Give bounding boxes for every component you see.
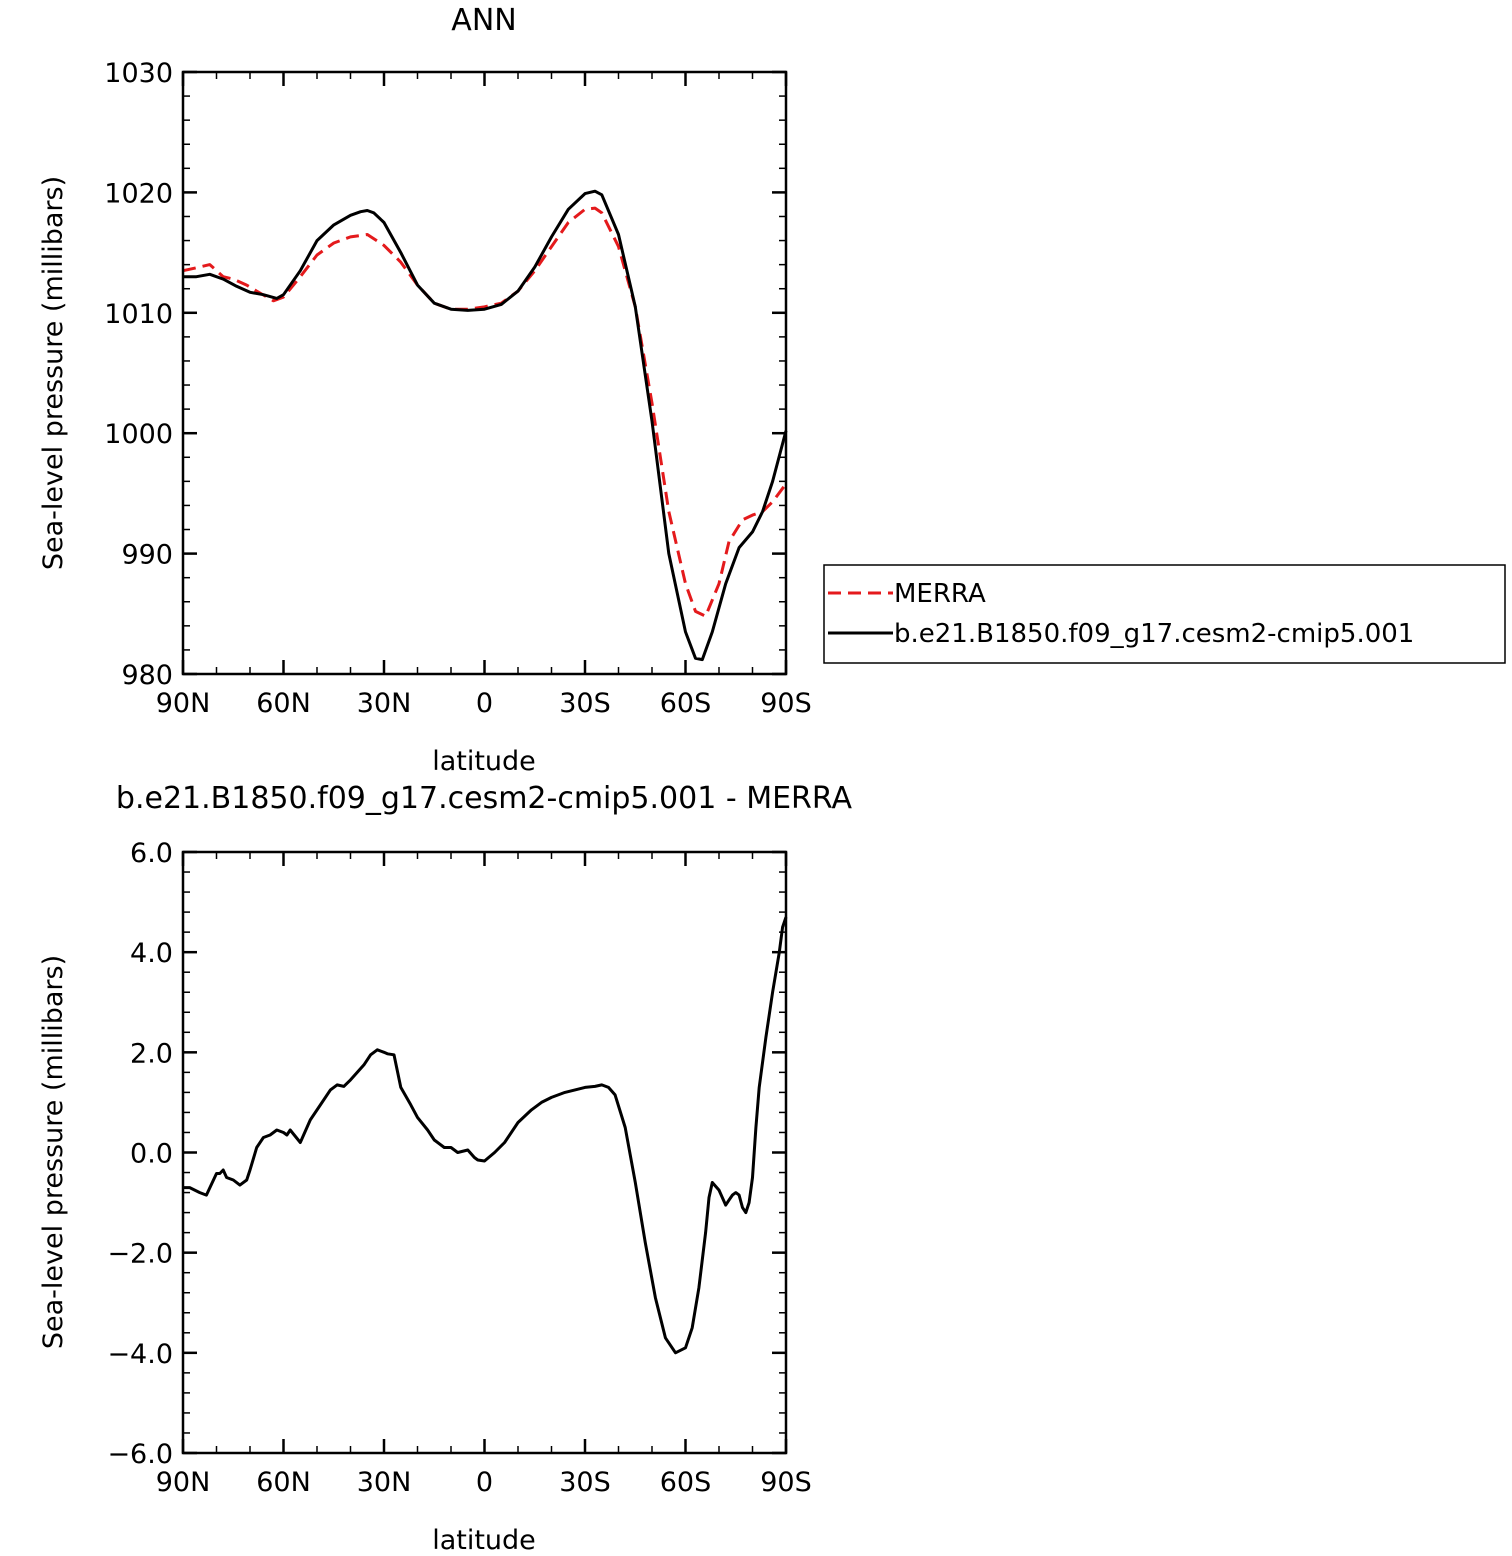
top-y-tick-label: 990 xyxy=(121,540,173,571)
bottom-chart-plot-frame xyxy=(181,850,788,1455)
top-chart-y-axis-label: Sea-level pressure (millibars) xyxy=(38,176,69,570)
bottom-x-tick-label: 60N xyxy=(256,1467,311,1498)
top-y-tick-label: 1000 xyxy=(104,419,173,450)
top-chart-x-axis-label: latitude xyxy=(432,746,536,777)
bottom-x-tick-label: 90S xyxy=(760,1467,812,1498)
top-chart-series-group xyxy=(182,189,788,662)
bottom-y-tick-label: 6.0 xyxy=(130,838,173,869)
top-y-tick-label: 980 xyxy=(121,660,173,691)
legend-box xyxy=(823,564,1506,664)
top-chart-title: ANN xyxy=(451,3,516,38)
top-chart-legend: MERRA b.e21.B1850.f09_g17.cesm2-cmip5.00… xyxy=(823,564,1506,664)
bottom-x-tick-label: 90N xyxy=(156,1467,211,1498)
legend-label-merra: MERRA xyxy=(894,579,986,609)
top-chart-ticks xyxy=(181,70,788,676)
top-x-tick-label: 90S xyxy=(760,688,812,719)
top-chart-panel: ANN 980 990 1000 1010 1020 1030 90N 60N 30N 0 30S… xyxy=(38,3,812,777)
bottom-x-tick-label: 0 xyxy=(476,1467,493,1498)
top-x-tick-label: 30N xyxy=(357,688,412,719)
top-series-line-2 xyxy=(183,189,788,662)
bottom-y-tick-label: −4.0 xyxy=(107,1339,173,1370)
top-y-tick-label: 1030 xyxy=(104,58,173,89)
top-y-tick-label: 1010 xyxy=(104,299,173,330)
bottom-y-tick-label: 4.0 xyxy=(130,938,173,969)
bottom-y-tick-label: 2.0 xyxy=(130,1038,173,1069)
top-chart-plot-frame xyxy=(181,70,788,676)
bottom-x-tick-label: 30S xyxy=(559,1467,611,1498)
bottom-x-tick-label: 30N xyxy=(357,1467,412,1498)
bottom-chart-y-axis-label: Sea-level pressure (millibars) xyxy=(38,955,69,1349)
top-y-tick-label: 1020 xyxy=(104,178,173,209)
bottom-chart-series-group xyxy=(183,916,788,1355)
bottom-chart-panel: b.e21.B1850.f09_g17.cesm2-cmip5.001 - ME… xyxy=(38,781,853,1556)
top-chart-x-tick-labels: 90N 60N 30N 0 30S 60S 90S xyxy=(156,688,812,719)
top-x-tick-label: 0 xyxy=(476,688,493,719)
bottom-y-tick-label: −6.0 xyxy=(107,1439,173,1470)
bottom-chart-x-axis-label: latitude xyxy=(432,1525,536,1556)
top-x-tick-label: 30S xyxy=(559,688,611,719)
legend-label-model: b.e21.B1850.f09_g17.cesm2-cmip5.001 xyxy=(894,619,1414,649)
bottom-series-line-1 xyxy=(183,916,788,1355)
top-chart-y-tick-labels: 980 990 1000 1010 1020 1030 xyxy=(104,58,173,691)
top-series-line-1 xyxy=(182,206,788,618)
bottom-chart-ticks xyxy=(181,850,788,1455)
bottom-y-tick-label: −2.0 xyxy=(107,1239,173,1270)
top-x-tick-label: 60S xyxy=(660,688,712,719)
top-x-tick-label: 90N xyxy=(156,688,211,719)
bottom-chart-y-tick-labels: −6.0 −4.0 −2.0 0.0 2.0 4.0 6.0 xyxy=(107,838,173,1470)
bottom-chart-title: b.e21.B1850.f09_g17.cesm2-cmip5.001 - ME… xyxy=(116,781,853,816)
bottom-x-tick-label: 60S xyxy=(660,1467,712,1498)
top-x-tick-label: 60N xyxy=(256,688,311,719)
bottom-chart-x-tick-labels: 90N 60N 30N 0 30S 60S 90S xyxy=(156,1467,812,1498)
bottom-y-tick-label: 0.0 xyxy=(130,1139,173,1170)
